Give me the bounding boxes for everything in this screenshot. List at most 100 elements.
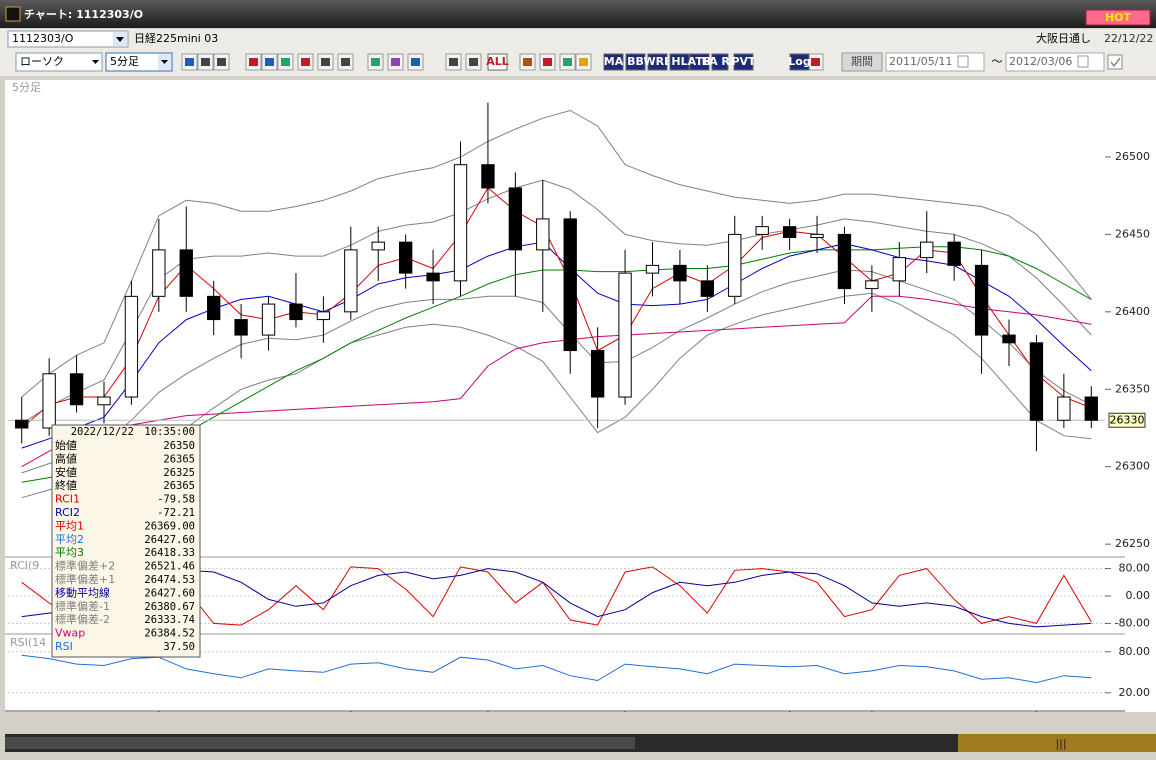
candle-body xyxy=(1057,396,1071,421)
tool-glyph xyxy=(217,58,226,66)
period-button[interactable] xyxy=(841,52,883,72)
info-label: 移動平均線 xyxy=(55,585,110,599)
info-value: 26365 xyxy=(163,453,195,465)
last-price-box xyxy=(1108,412,1146,428)
info-label: 平均2 xyxy=(55,533,84,546)
candle-body xyxy=(536,218,550,251)
tool-button[interactable] xyxy=(603,53,624,71)
info-label: 平均3 xyxy=(55,546,84,559)
candle-body xyxy=(371,241,385,251)
tilde: ～ xyxy=(992,55,1003,68)
tool-button[interactable] xyxy=(669,53,690,71)
y-tick-label: 26500 xyxy=(1115,150,1150,163)
tool-glyph xyxy=(523,58,532,66)
candle-body xyxy=(810,233,824,238)
tool-button[interactable] xyxy=(711,53,729,71)
candle-body xyxy=(645,264,660,274)
y-tick-label: 26350 xyxy=(1115,382,1150,395)
info-value: 26418.33 xyxy=(144,547,195,559)
date: 22/12/22 xyxy=(1104,32,1153,45)
y-tick-label: -80.00 xyxy=(1115,616,1150,629)
last-price-label: 26330 xyxy=(1110,413,1145,426)
tool-button[interactable] xyxy=(625,53,646,71)
info-value: 26325 xyxy=(163,467,195,479)
candle-body xyxy=(234,319,248,336)
candle-body xyxy=(15,419,29,429)
y-tick-label: 26400 xyxy=(1115,305,1150,318)
candle-body xyxy=(453,164,468,282)
panel-label: 5分足 xyxy=(12,81,41,94)
tool-glyph xyxy=(281,58,290,66)
y-tick-label: 26450 xyxy=(1115,227,1150,240)
candle-body xyxy=(261,303,276,336)
tool-glyph xyxy=(371,58,380,66)
tool-button-label: PVT xyxy=(731,55,756,68)
tool-button-label: EA RA xyxy=(702,55,739,68)
date-to-text: 2012/03/06 xyxy=(1009,55,1072,68)
info-label: 始値 xyxy=(55,438,77,452)
info-label: 標準偏差+1 xyxy=(55,572,115,586)
candle-body xyxy=(124,295,139,398)
hot-button[interactable] xyxy=(1085,9,1151,26)
info-value: -79.58 xyxy=(157,494,195,506)
tool-button-label: ALL xyxy=(486,55,509,68)
info-label: 標準偏差+2 xyxy=(55,559,115,573)
candle-body xyxy=(618,272,632,398)
interval: 5分足 xyxy=(110,55,139,68)
info-label: 安値 xyxy=(55,465,77,479)
tool-button[interactable] xyxy=(647,53,668,71)
tool-button[interactable] xyxy=(733,53,754,71)
info-value: 26380.67 xyxy=(144,601,195,613)
info-value: 26369.00 xyxy=(144,520,195,532)
symbol-select[interactable] xyxy=(7,30,129,48)
y-tick-label: 0.00 xyxy=(1126,589,1151,602)
info-value: 26474.53 xyxy=(144,574,195,586)
candle-body xyxy=(152,249,166,297)
chart-kind: ローソク xyxy=(20,55,64,68)
info-panel: 2022/12/22 10:35:00 始値 26350 高値 26365 安値 2632… xyxy=(51,424,201,658)
candle-body xyxy=(728,233,742,297)
candle-body xyxy=(481,164,495,189)
toolbar-1 xyxy=(0,29,1156,49)
tool-button-label: BB xyxy=(627,55,644,68)
tool-glyph xyxy=(265,58,274,66)
candle-body xyxy=(1002,334,1016,344)
tool-glyph xyxy=(563,58,572,66)
candle-body xyxy=(837,233,852,290)
tool-button[interactable] xyxy=(689,53,710,71)
tool-glyph xyxy=(811,58,820,66)
period-label: 期間 xyxy=(851,55,873,68)
info-label: 平均1 xyxy=(55,519,84,532)
candle-body xyxy=(782,226,797,238)
series-line xyxy=(21,187,1092,429)
candle-body xyxy=(1029,342,1044,421)
candle-body xyxy=(207,295,221,321)
series-line xyxy=(21,179,1092,424)
info-value: 26427.60 xyxy=(144,534,195,546)
candle-body xyxy=(590,350,605,398)
checkbox[interactable] xyxy=(1107,54,1123,70)
tool-button[interactable] xyxy=(487,53,508,71)
y-tick-label: 20.00 xyxy=(1119,686,1151,699)
chart-kind-select[interactable] xyxy=(15,52,103,72)
market: 大阪日通し xyxy=(1036,31,1091,45)
tool-button-label: MA xyxy=(604,55,624,68)
series-line xyxy=(21,241,1092,449)
candle-body xyxy=(920,241,934,259)
tool-glyph xyxy=(249,58,258,66)
candle-body xyxy=(97,396,111,406)
tool-button-label: Log xyxy=(788,55,810,68)
scroll-thumb[interactable] xyxy=(958,734,1156,752)
info-value: 26350 xyxy=(163,440,195,452)
svg-text:|||: ||| xyxy=(1055,737,1066,750)
interval-select[interactable] xyxy=(105,52,173,72)
candle-body xyxy=(69,373,84,406)
tool-button[interactable] xyxy=(789,53,810,71)
series-line xyxy=(21,109,1092,398)
info-value: 37.50 xyxy=(163,641,195,653)
candle-body xyxy=(673,264,687,282)
tool-glyph xyxy=(469,58,478,66)
tool-glyph xyxy=(411,58,420,66)
